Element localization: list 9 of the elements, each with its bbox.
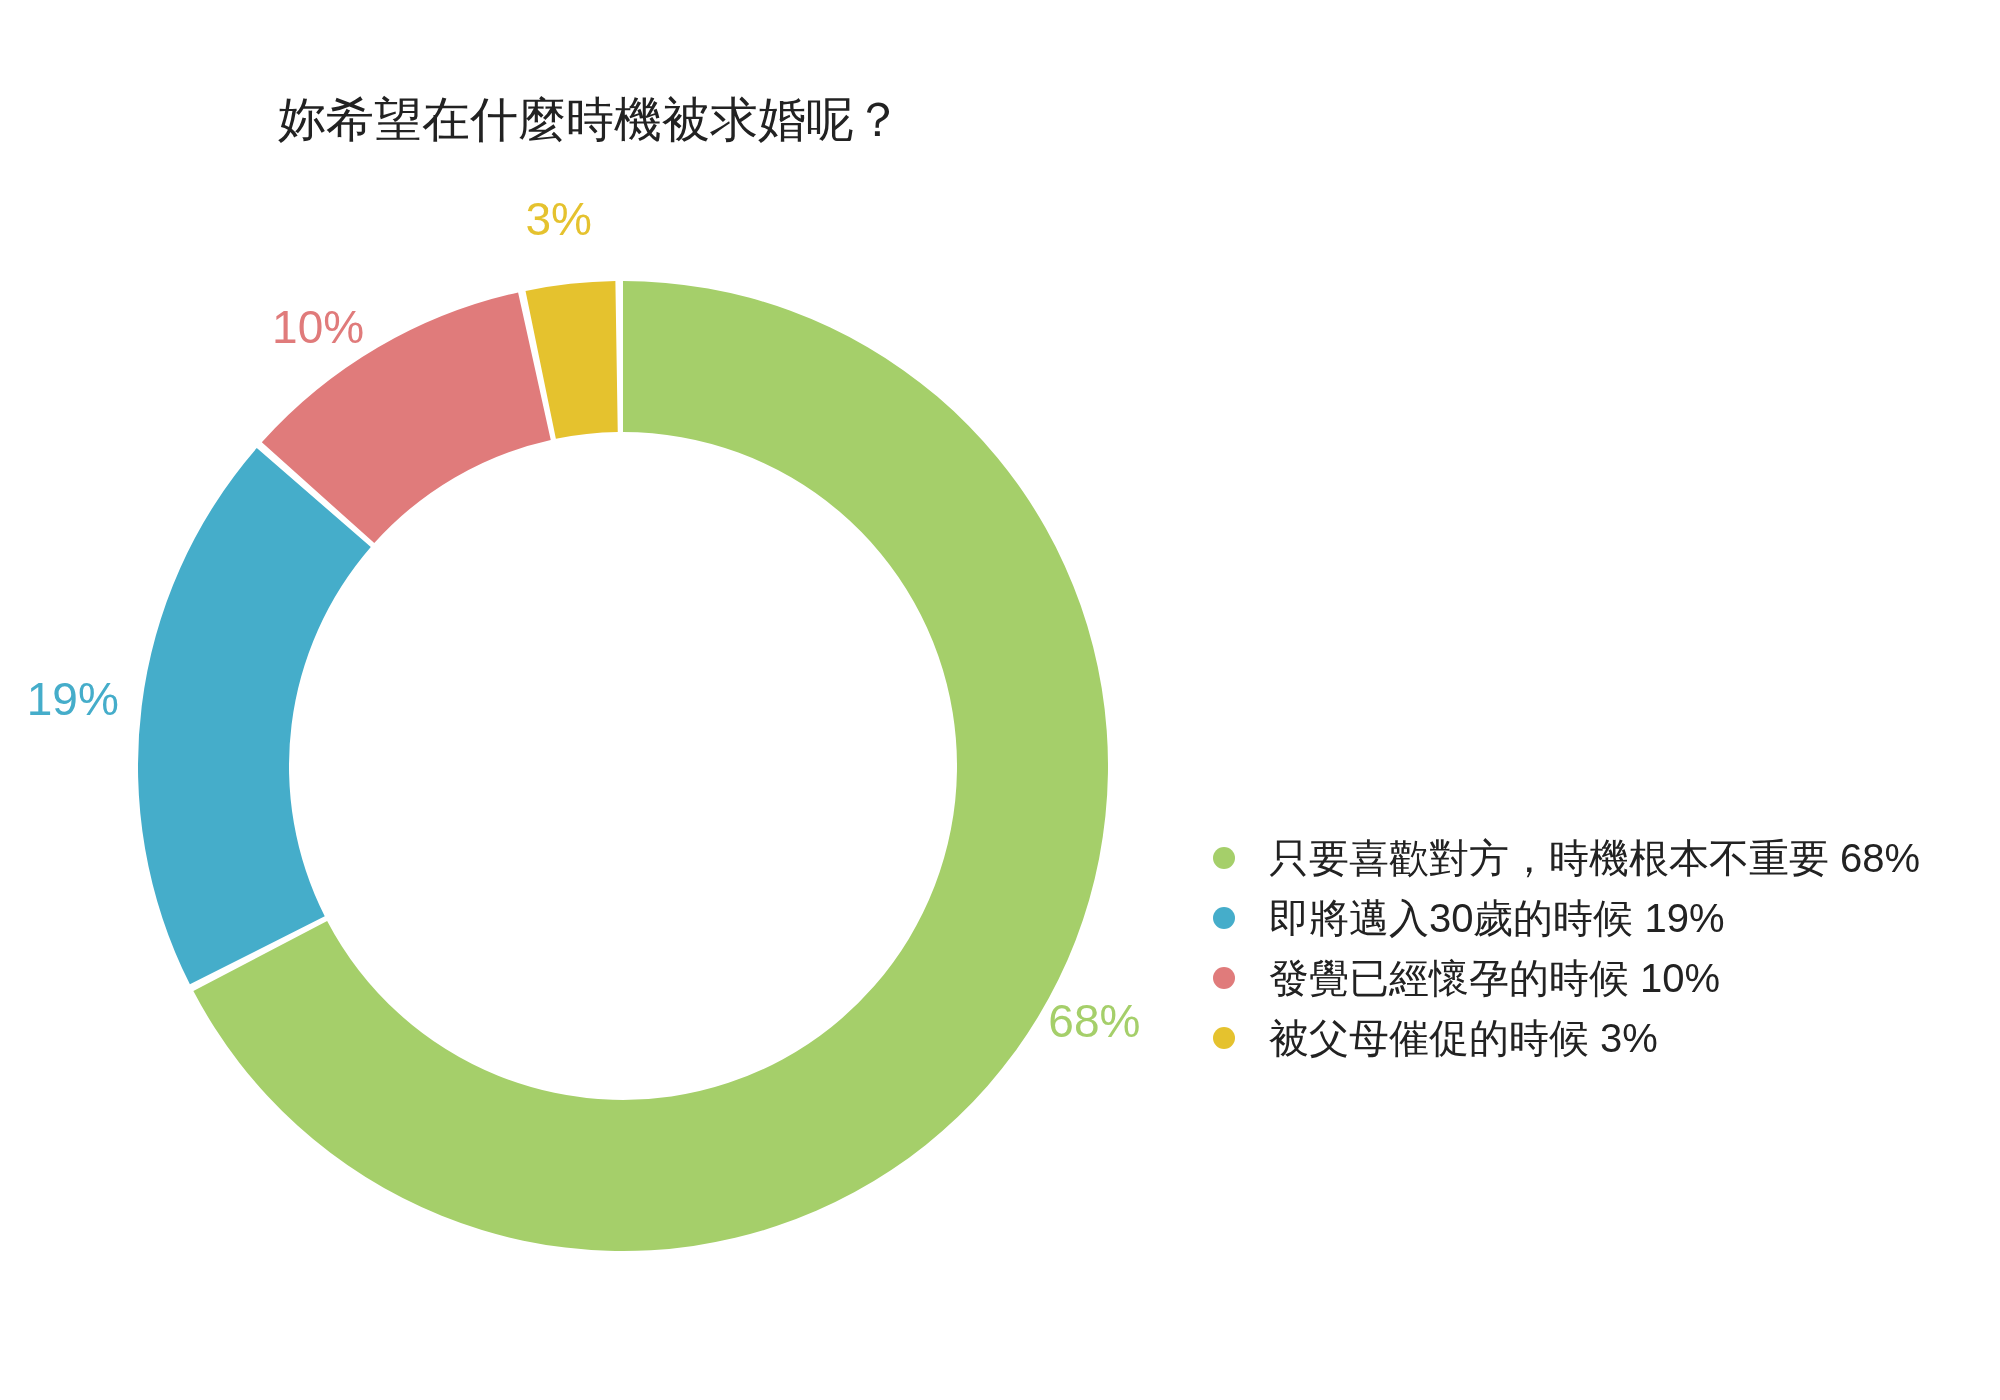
legend-label: 只要喜歡對方，時機根本不重要 68% [1269, 834, 1921, 882]
data-label: 19% [26, 672, 119, 725]
legend-label: 發覺已經懷孕的時候 10% [1269, 954, 1721, 1002]
legend-label: 被父母催促的時候 3% [1269, 1014, 1658, 1062]
data-label: 10% [272, 300, 365, 353]
data-label: 68% [1048, 995, 1141, 1048]
data-label: 3% [525, 193, 592, 246]
legend-label: 即將邁入30歲的時候 19% [1269, 894, 1725, 942]
chart-title: 妳希望在什麼時機被求婚呢？ [278, 92, 902, 148]
